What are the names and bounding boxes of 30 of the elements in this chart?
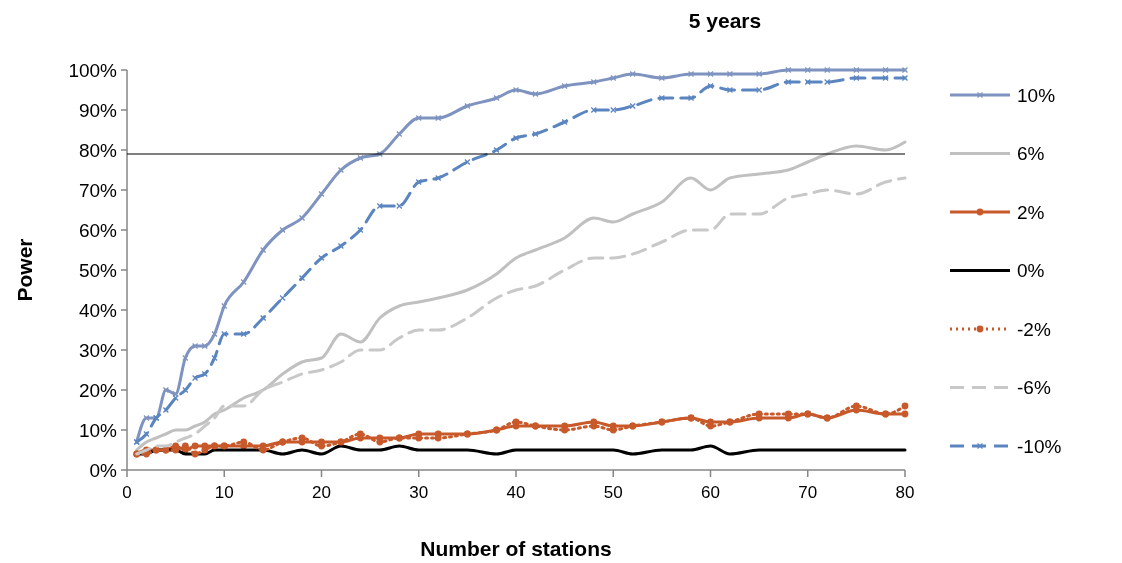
x-tick-label: 30 xyxy=(409,483,429,502)
legend-label: 6% xyxy=(1017,143,1045,165)
x-tick-label: 10 xyxy=(214,483,234,502)
x-tick-label: 20 xyxy=(312,483,331,502)
x-tick-label: 80 xyxy=(895,483,915,502)
x-tick-label: 40 xyxy=(506,483,526,502)
y-tick-label: 30% xyxy=(78,339,118,361)
y-tick-label: 90% xyxy=(78,99,118,121)
y-tick-label: 40% xyxy=(78,299,118,321)
legend-label: 10% xyxy=(1017,84,1056,106)
x-tick-label: 70 xyxy=(798,483,818,502)
y-axis-title: Power xyxy=(13,238,36,302)
y-tick-label: 80% xyxy=(78,139,118,161)
y-tick-label: 100% xyxy=(68,59,118,81)
y-tick-label: 50% xyxy=(78,259,118,281)
y-tick-label: 60% xyxy=(78,219,118,241)
legend-label: 2% xyxy=(1017,201,1045,223)
y-tick-label: 70% xyxy=(78,179,118,201)
x-tick-label: 60 xyxy=(701,483,720,502)
x-tick-label: 0 xyxy=(122,483,132,502)
y-tick-label: 10% xyxy=(78,419,118,441)
legend-label: 0% xyxy=(1017,260,1045,282)
y-tick-label: 20% xyxy=(78,379,118,401)
x-tick-label: 50 xyxy=(603,483,623,502)
legend-label: -6% xyxy=(1017,377,1051,399)
legend-label: -10% xyxy=(1017,435,1062,457)
x-axis-title: Number of stations xyxy=(420,537,612,560)
y-tick-label: 0% xyxy=(89,459,118,481)
chart-title: 5 years xyxy=(688,9,762,32)
legend-label: -2% xyxy=(1017,318,1051,340)
